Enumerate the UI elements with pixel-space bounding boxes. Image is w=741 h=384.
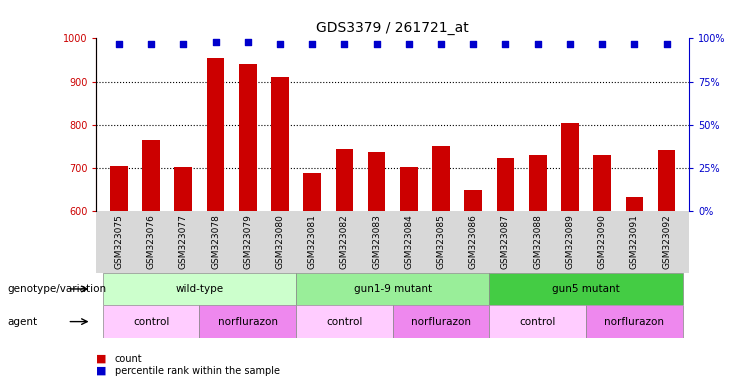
Bar — [586, 305, 682, 338]
Point — [661, 40, 673, 46]
Point — [597, 40, 608, 46]
Point — [403, 40, 415, 46]
Point — [339, 40, 350, 46]
Point — [435, 40, 447, 46]
Bar — [625, 197, 643, 211]
Point — [145, 40, 157, 46]
Point — [210, 39, 222, 45]
Text: GSM323091: GSM323091 — [630, 214, 639, 269]
Text: ■: ■ — [96, 354, 107, 364]
Text: GSM323083: GSM323083 — [372, 214, 381, 269]
Text: GSM323086: GSM323086 — [469, 214, 478, 269]
Text: GSM323090: GSM323090 — [598, 214, 607, 269]
Text: GSM323084: GSM323084 — [405, 214, 413, 269]
Bar — [489, 273, 682, 305]
Text: GSM323089: GSM323089 — [565, 214, 574, 269]
Text: control: control — [133, 316, 169, 327]
Text: gun5 mutant: gun5 mutant — [552, 284, 620, 294]
Bar — [303, 173, 321, 211]
Text: control: control — [326, 316, 362, 327]
Bar — [174, 167, 192, 211]
Point — [499, 40, 511, 46]
Text: control: control — [519, 316, 556, 327]
Text: percentile rank within the sample: percentile rank within the sample — [115, 366, 280, 376]
Bar — [271, 77, 289, 211]
Bar — [296, 305, 393, 338]
Text: GSM323081: GSM323081 — [308, 214, 316, 269]
Text: GSM323077: GSM323077 — [179, 214, 187, 269]
Text: GSM323080: GSM323080 — [276, 214, 285, 269]
Text: GSM323079: GSM323079 — [243, 214, 252, 269]
Text: GSM323082: GSM323082 — [340, 214, 349, 269]
Bar — [207, 58, 225, 211]
Bar — [489, 305, 586, 338]
Text: GSM323088: GSM323088 — [534, 214, 542, 269]
Bar — [103, 273, 296, 305]
Point — [242, 39, 253, 45]
Text: GSM323078: GSM323078 — [211, 214, 220, 269]
Bar — [496, 157, 514, 211]
Bar — [103, 305, 199, 338]
Bar — [561, 122, 579, 211]
Point — [274, 40, 286, 46]
Text: GSM323087: GSM323087 — [501, 214, 510, 269]
Bar — [400, 167, 418, 211]
Text: GSM323085: GSM323085 — [436, 214, 445, 269]
Text: norflurazon: norflurazon — [411, 316, 471, 327]
Text: norflurazon: norflurazon — [605, 316, 665, 327]
Text: GSM323076: GSM323076 — [147, 214, 156, 269]
Title: GDS3379 / 261721_at: GDS3379 / 261721_at — [316, 21, 469, 35]
Bar — [393, 305, 489, 338]
Point — [628, 40, 640, 46]
Point — [468, 40, 479, 46]
Text: wild-type: wild-type — [176, 284, 224, 294]
Text: count: count — [115, 354, 142, 364]
Point — [306, 40, 318, 46]
Text: norflurazon: norflurazon — [218, 316, 278, 327]
Bar — [594, 155, 611, 211]
Bar — [199, 305, 296, 338]
Point — [370, 40, 382, 46]
Point — [564, 40, 576, 46]
Bar — [432, 146, 450, 211]
Bar — [368, 152, 385, 211]
Text: agent: agent — [7, 316, 38, 327]
Bar — [529, 155, 547, 211]
Point — [532, 40, 544, 46]
Bar — [336, 149, 353, 211]
Text: GSM323075: GSM323075 — [114, 214, 124, 269]
Bar — [239, 64, 256, 211]
Bar — [465, 190, 482, 211]
Text: ■: ■ — [96, 366, 107, 376]
Text: gun1-9 mutant: gun1-9 mutant — [353, 284, 432, 294]
Point — [177, 40, 189, 46]
Bar — [296, 273, 489, 305]
Text: GSM323092: GSM323092 — [662, 214, 671, 269]
Bar — [110, 166, 127, 211]
Text: genotype/variation: genotype/variation — [7, 284, 107, 294]
Point — [113, 40, 124, 46]
Bar — [142, 140, 160, 211]
Bar — [658, 150, 676, 211]
